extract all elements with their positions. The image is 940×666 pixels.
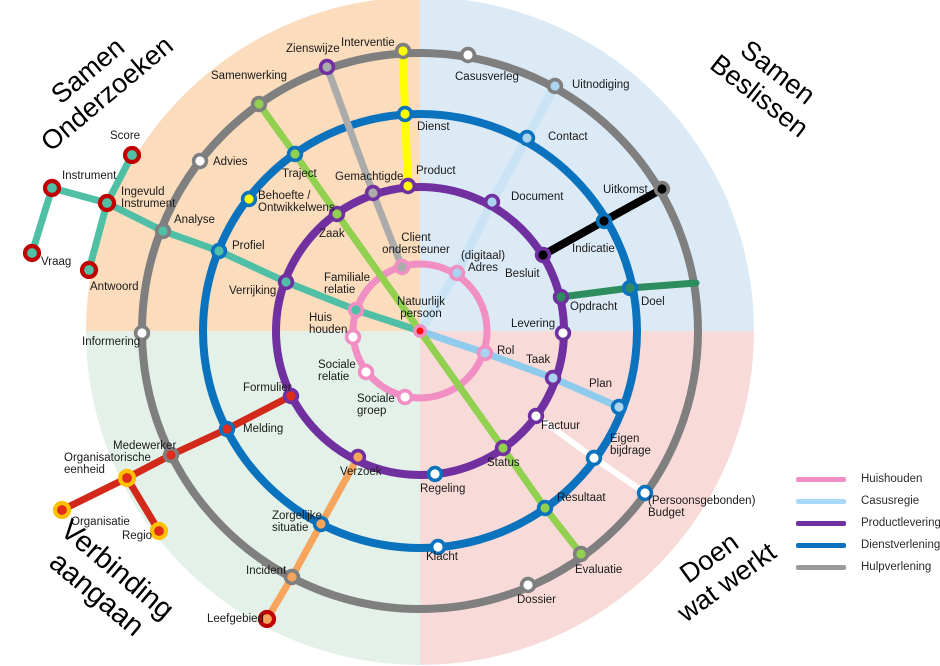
legend-swatch-huishouden [796,476,846,482]
station-dot-ingevuld-instrument [97,193,117,213]
station-dot-organisatie [52,500,72,520]
quadrant-bg-doen-wat-werkt [420,331,754,665]
legend-row-productlevering: Productlevering [796,512,940,534]
station-dot-zorgelijke-situatie [312,515,330,533]
station-dot-klacht [429,538,447,556]
station-dot-digitaal-adres [448,264,466,282]
station-dot-interventie [394,42,412,60]
legend-row-huishouden: Huishouden [796,468,940,490]
station-dot-melding [218,420,236,438]
station-dot-persoonsgebonden-budget [636,484,654,502]
legend-label-casusregie: Casusregie [861,495,920,507]
legend-swatch-dienstverlening [796,542,846,548]
station-dot-contact [518,129,536,147]
station-dot-plan [610,398,628,416]
station-dot-antwoord [79,260,99,280]
station-dot-besluit [534,246,552,264]
quadrant-bg-samen-onderzoeken [86,0,420,331]
legend-row-dienstverlening: Dienstverlening [796,534,940,556]
station-dot-eigen-bijdrage [585,449,603,467]
quadrant-bg-samen-beslissen [420,0,754,331]
station-dot-resultaat [536,499,554,517]
station-dot-behoefte-ontwikkelwens [240,190,258,208]
station-dot-natuurlijk-persoon [413,324,427,338]
station-dot-advies [191,152,209,170]
station-dot-uitnodiging [546,77,564,95]
station-dot-incident [283,568,301,586]
legend-label-huishouden: Huishouden [861,473,923,485]
legend-row-casusregie: Casusregie [796,490,940,512]
station-dot-huis-houden [344,328,362,346]
station-dot-casusverleg [459,46,477,64]
line-verbinding-oranje [263,453,362,623]
station-dot-vraag [22,243,42,263]
station-dot-zienswijze [318,58,336,76]
quadrant-bg-verbinding-aangaan [86,331,420,665]
station-dot-client-ondersteuner [393,258,411,276]
station-dot-product [399,177,417,195]
station-dot-traject [286,145,304,163]
station-dot-familiale-relatie [347,301,365,319]
station-dot-factuur [527,407,545,425]
legend-swatch-productlevering [796,520,846,526]
legend-row-hulpverlening: Hulpverlening [796,556,940,578]
legend-label-productlevering: Productlevering [861,517,940,529]
station-dot-rol [476,344,494,362]
line-casusregie-lower [416,327,623,411]
station-dot-verzoek [349,448,367,466]
station-dot-informering [133,324,151,342]
station-dot-status [494,439,512,457]
station-dot-uitkomst [653,180,671,198]
station-dot-zaak [328,205,346,223]
station-dot-doel [621,279,639,297]
station-dot-medewerker [162,446,180,464]
line-onderzoek-teal-hoofdlijn [28,184,424,335]
ring-dienstverlening [199,110,641,552]
legend-label-dienstverlening: Dienstverlening [861,539,940,551]
legend: Huishouden Casusregie Productlevering Diens… [796,468,940,578]
station-dot-dienst [396,105,414,123]
station-dot-document [483,193,501,211]
station-dot-samenwerking [250,95,268,113]
station-dot-sociale-groep [396,388,414,406]
station-dot-taak [544,369,562,387]
station-dot-evaluatie [572,545,590,563]
station-dot-opdracht [552,288,570,306]
station-dot-analyse [154,222,172,240]
legend-swatch-casusregie [796,498,846,504]
legend-swatch-hulpverlening [796,564,846,570]
station-dot-regio [149,521,169,541]
station-dot-sociale-relatie [357,363,375,381]
station-dot-leefgebied [257,609,277,629]
station-dot-levering [554,324,572,342]
line-verbinding-rood-tak [123,474,163,535]
station-dot-gemachtigde [364,184,382,202]
station-dot-formulier [282,387,300,405]
station-dot-score [122,145,142,165]
legend-label-hulpverlening: Hulpverlening [861,561,932,573]
station-dot-regeling [426,465,444,483]
station-dot-organisatorische-eenheid [117,468,137,488]
station-dot-profiel [210,242,228,260]
station-dot-verrijking [277,273,295,291]
station-dot-instrument [42,178,62,198]
station-dot-indicatie [595,212,613,230]
station-dot-dossier [519,576,537,594]
